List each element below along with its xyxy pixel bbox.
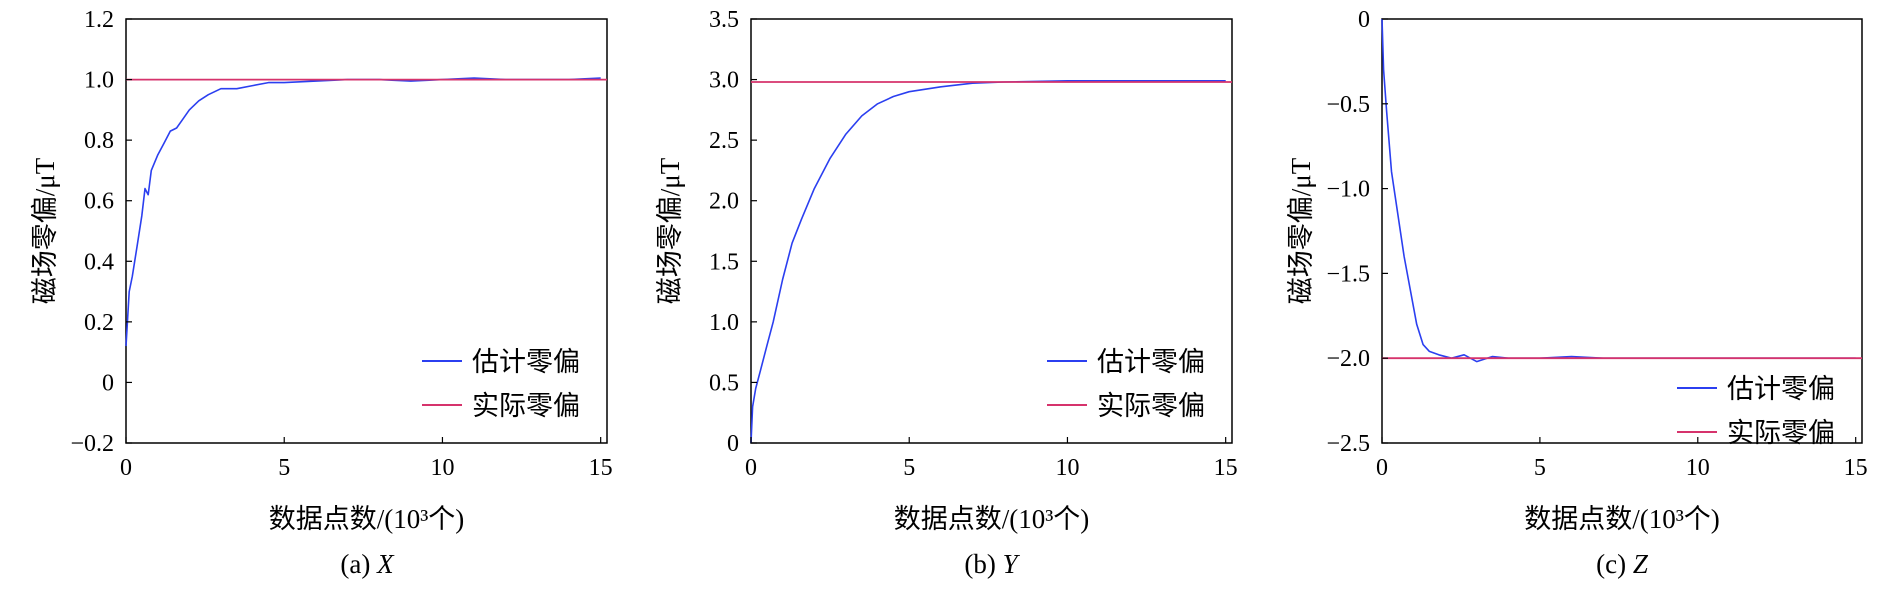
ticks-layer: 0 5 10 15 0 −0.5 −1.0 −1.5 −2.0 −2.5 xyxy=(1326,7,1867,481)
y-tick-label: −2.5 xyxy=(1326,431,1370,457)
caption-variable: Z xyxy=(1633,549,1649,579)
y-tick-label: 2.5 xyxy=(709,128,739,154)
x-tick-label: 10 xyxy=(1055,455,1079,481)
x-tick-label: 5 xyxy=(1534,455,1546,481)
y-tick-label: 3.5 xyxy=(709,7,739,33)
legend-label-actual: 实际零偏 xyxy=(1097,391,1205,421)
panel-caption: (a) X xyxy=(340,549,395,579)
x-tick-label: 15 xyxy=(1214,455,1238,481)
panel-caption: (c) Z xyxy=(1596,549,1649,579)
chart-panel-y: 0 5 10 15 3.5 3.0 2.5 2.0 1.5 1.0 0.5 0 磁场零偏/μT 数据点… xyxy=(655,7,1238,579)
ticks-layer: 0 5 10 151.21.00.80.60.40.20−0.2 xyxy=(70,7,612,481)
series-layer xyxy=(750,80,1232,444)
caption-prefix: (b) xyxy=(964,549,995,579)
y-tick-label: 3.0 xyxy=(709,68,739,94)
y-tick-label: −2.0 xyxy=(1326,346,1370,372)
plot-area xyxy=(750,18,1233,444)
y-tick-label: −0.2 xyxy=(70,431,114,457)
x-tick-label: 15 xyxy=(1844,455,1868,481)
caption-prefix: (c) xyxy=(1596,549,1626,579)
legend: 估计零偏 实际零偏 xyxy=(1677,374,1835,448)
x-tick-label: 5 xyxy=(903,455,915,481)
caption-variable: X xyxy=(376,549,395,579)
caption-variable: Y xyxy=(1003,549,1021,579)
x-tick-label: 0 xyxy=(1376,455,1388,481)
y-tick-label: 1.0 xyxy=(709,310,739,336)
legend-label-actual: 实际零偏 xyxy=(472,391,580,421)
y-axis-title: 磁场零偏/μT xyxy=(655,157,685,304)
legend: 估计零偏 实际零偏 xyxy=(1047,347,1205,421)
y-tick-label: 0 xyxy=(102,370,114,396)
y-tick-label: −0.5 xyxy=(1326,92,1370,118)
legend-label-estimated: 估计零偏 xyxy=(472,347,580,377)
x-axis-title: 数据点数/(10³个) xyxy=(894,504,1090,534)
series-layer xyxy=(1381,18,1862,363)
x-tick-label: 10 xyxy=(430,455,454,481)
y-tick-label: 1.5 xyxy=(709,249,739,275)
y-tick-label: 0 xyxy=(1358,7,1370,33)
caption-prefix: (a) xyxy=(340,549,370,579)
y-axis-title: 磁场零偏/μT xyxy=(30,157,60,304)
ticks-layer: 0 5 10 15 3.5 3.0 2.5 2.0 1.5 1.0 0.5 0 xyxy=(709,7,1238,481)
plot-area xyxy=(1381,18,1863,444)
series-line-estimated xyxy=(750,80,1226,444)
legend-label-actual: 实际零偏 xyxy=(1727,418,1835,448)
x-tick-label: 10 xyxy=(1686,455,1710,481)
plot-area xyxy=(125,18,608,444)
x-tick-label: 0 xyxy=(120,455,132,481)
x-axis-title: 数据点数/(10³个) xyxy=(269,504,465,534)
x-axis-title: 数据点数/(10³个) xyxy=(1524,504,1720,534)
chart-panel-z: 0 5 10 15 0 −0.5 −1.0 −1.5 −2.0 −2.5 磁场零偏/μT 数据点数… xyxy=(1286,7,1868,579)
y-tick-label: 0.2 xyxy=(84,310,114,336)
y-tick-label: 0.4 xyxy=(84,249,114,275)
y-tick-label: −1.0 xyxy=(1326,177,1370,203)
y-tick-label: 1.2 xyxy=(84,7,114,33)
legend: 估计零偏 实际零偏 xyxy=(422,347,580,421)
series-line-estimated xyxy=(125,77,601,347)
series-layer xyxy=(125,77,607,347)
y-tick-label: 0.8 xyxy=(84,128,114,154)
x-tick-label: 0 xyxy=(745,455,757,481)
y-tick-label: −1.5 xyxy=(1326,261,1370,287)
y-tick-label: 0 xyxy=(727,431,739,457)
chart-panel-x: 0 5 10 151.21.00.80.60.40.20−0.2 磁场零偏/μT 数据… xyxy=(30,7,613,579)
legend-label-estimated: 估计零偏 xyxy=(1097,347,1205,377)
y-tick-label: 1.0 xyxy=(84,68,114,94)
panel-caption: (b) Y xyxy=(964,549,1020,579)
y-tick-label: 0.5 xyxy=(709,370,739,396)
x-tick-label: 15 xyxy=(589,455,613,481)
legend-label-estimated: 估计零偏 xyxy=(1727,374,1835,404)
y-axis-title: 磁场零偏/μT xyxy=(1286,157,1316,304)
x-tick-label: 5 xyxy=(278,455,290,481)
y-tick-label: 2.0 xyxy=(709,189,739,215)
series-line-estimated xyxy=(1381,18,1856,363)
y-tick-label: 0.6 xyxy=(84,189,114,215)
